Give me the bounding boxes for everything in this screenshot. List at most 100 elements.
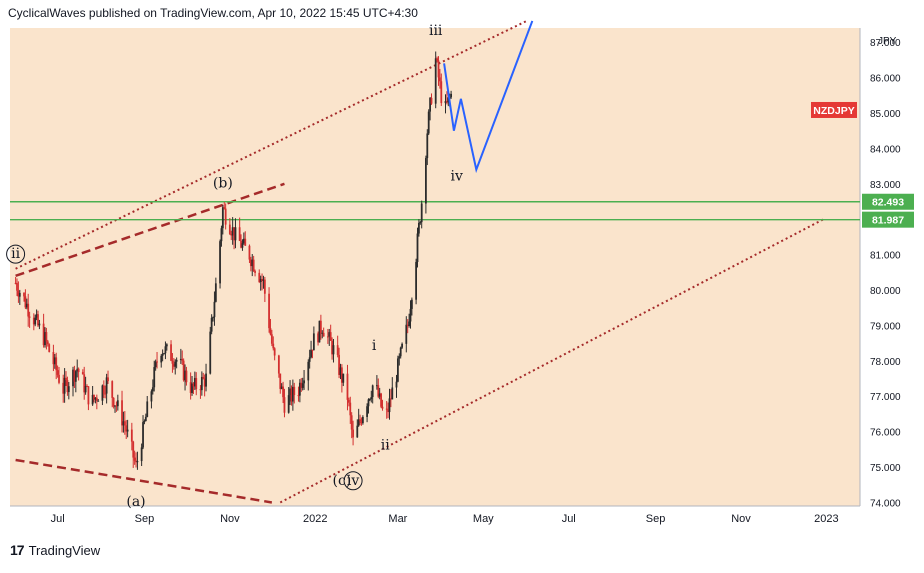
projection-path	[443, 20, 534, 174]
candle-body	[228, 224, 231, 234]
candle-body	[434, 58, 437, 104]
candle-body	[165, 344, 168, 347]
level-tag-label: 81.987	[872, 215, 904, 227]
candle-body	[115, 405, 118, 407]
candle-body	[102, 385, 105, 394]
candle-body	[415, 262, 417, 300]
candle-body	[273, 348, 276, 356]
candle-body	[310, 349, 312, 358]
candle-body	[112, 397, 115, 407]
tradingview-logo-icon[interactable]: 17	[10, 542, 25, 558]
candle-body	[170, 344, 172, 361]
channel-line-dotted	[279, 218, 825, 504]
candle-body	[240, 240, 242, 248]
x-tick-label: Nov	[220, 513, 240, 525]
candle-body	[62, 382, 65, 394]
candle-body	[440, 81, 443, 104]
candle-body	[25, 303, 28, 308]
candle-body	[101, 385, 104, 401]
x-tick-label: Nov	[731, 513, 751, 525]
candle-body	[161, 353, 164, 356]
candle-body	[321, 332, 324, 334]
candle-body	[340, 367, 343, 383]
candle-body	[199, 389, 202, 391]
wave-label: (a)	[126, 494, 145, 510]
candle-body	[189, 382, 192, 393]
candle-body	[317, 333, 319, 343]
candle-body	[191, 383, 193, 393]
candle-body	[297, 395, 300, 397]
candle-body	[300, 382, 303, 388]
candle-body	[401, 343, 403, 348]
candle-body	[410, 299, 413, 309]
wave-label: ii	[11, 246, 20, 262]
candle-body	[171, 360, 174, 364]
wave-label-circle	[6, 244, 26, 264]
publish-attribution: CyclicalWaves published on TradingView.c…	[8, 6, 418, 20]
candle-body	[356, 425, 359, 438]
candle-body	[94, 397, 97, 400]
candle-body	[35, 314, 38, 318]
candle-body	[195, 378, 198, 390]
candle-body	[349, 402, 352, 416]
candle-body	[339, 367, 342, 375]
candle-body	[192, 383, 195, 387]
footer-brand[interactable]: TradingView	[28, 542, 101, 558]
candle-body	[93, 394, 95, 400]
candle-body	[95, 397, 98, 401]
candle-body	[272, 343, 275, 349]
candle-body	[308, 357, 311, 362]
candle-body	[336, 345, 339, 355]
y-tick-label: 78.000	[870, 357, 901, 368]
y-tick-label: 87.000	[870, 38, 901, 49]
candle-body	[331, 340, 333, 355]
candle-body	[58, 374, 60, 383]
candle-body	[63, 377, 66, 394]
candle-body	[210, 317, 213, 332]
candle-body	[32, 317, 35, 325]
candle-body	[287, 395, 290, 413]
candle-body	[396, 358, 399, 382]
candle-body	[205, 373, 207, 387]
candle-body	[144, 416, 147, 422]
candle-body	[311, 349, 314, 351]
candle-body	[378, 393, 381, 397]
y-tick-label: 77.000	[870, 392, 901, 403]
candle-body	[142, 422, 144, 448]
level-tag	[862, 193, 914, 210]
candle-body	[251, 259, 254, 267]
x-tick-label: Jul	[51, 513, 65, 525]
candle-body	[234, 227, 237, 241]
candle-body	[242, 238, 245, 244]
candle-body	[312, 333, 315, 351]
candle-body	[185, 370, 188, 383]
candle-body	[329, 332, 332, 341]
candle-body	[224, 208, 227, 225]
candle-body	[116, 400, 119, 407]
x-tick-label: 2022	[303, 513, 327, 525]
candle-body	[121, 400, 123, 426]
candle-body	[28, 316, 31, 318]
candle-body	[66, 380, 69, 393]
candle-body	[338, 354, 340, 375]
x-tick-label: Sep	[135, 513, 155, 525]
level-tag	[862, 211, 914, 228]
wave-label: ii	[381, 437, 390, 453]
candle-body	[97, 400, 100, 402]
x-tick-label: Sep	[646, 513, 666, 525]
candle-body	[350, 415, 353, 430]
candle-body	[269, 328, 272, 335]
candle-body	[293, 386, 296, 396]
wave-label: iv	[347, 473, 359, 489]
currency-label: JPY	[878, 36, 897, 47]
candle-body	[280, 386, 283, 389]
candle-body	[352, 429, 354, 438]
candle-body	[163, 353, 165, 355]
candle-body	[342, 373, 345, 383]
candle-body	[164, 346, 167, 354]
candle-body	[388, 398, 391, 413]
candle-body	[270, 334, 273, 344]
candle-body	[220, 228, 223, 242]
